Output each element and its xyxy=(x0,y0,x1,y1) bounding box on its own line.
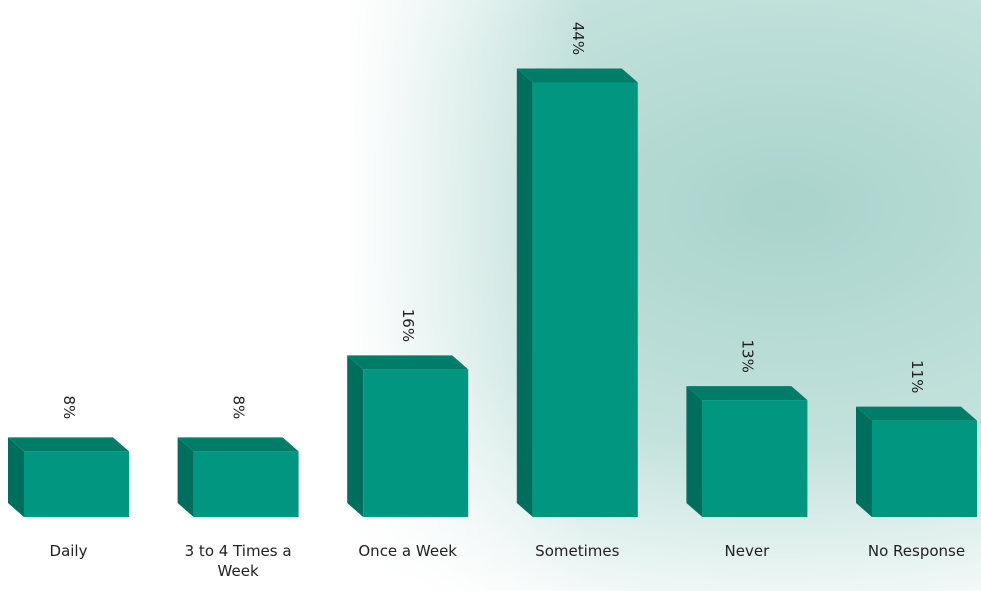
x-tick-label: 3 to 4 Times a Week xyxy=(173,541,303,581)
bar-top xyxy=(178,437,299,451)
bar-side xyxy=(856,407,872,517)
bar-front xyxy=(363,369,468,517)
bar-top xyxy=(686,386,807,400)
background-fade xyxy=(0,0,981,591)
x-tick-label: Daily xyxy=(4,541,134,561)
bar-side xyxy=(347,355,363,517)
bar-front xyxy=(702,400,807,517)
bar-top xyxy=(8,437,129,451)
bar-front xyxy=(533,82,638,517)
bar-side xyxy=(517,68,533,517)
chart: 8% 8% 16% 44% 13% 11% Daily 3 to 4 Times a Wee… xyxy=(0,0,981,591)
bar-front xyxy=(872,421,977,517)
x-tick-label: No Response xyxy=(852,541,981,561)
value-label: 16% xyxy=(399,309,417,342)
bar xyxy=(686,386,807,517)
value-label: 11% xyxy=(908,360,926,393)
chart-canvas: 8% 8% 16% 44% 13% 11% xyxy=(0,0,981,591)
bar xyxy=(178,437,299,517)
value-label: 8% xyxy=(60,396,78,420)
value-label: 8% xyxy=(230,396,248,420)
bar-front xyxy=(24,451,129,517)
bar-side xyxy=(178,437,194,517)
x-tick-label: Once a Week xyxy=(343,541,473,561)
x-tick-label: Sometimes xyxy=(512,541,642,561)
bar-front xyxy=(194,451,299,517)
value-label: 13% xyxy=(738,340,756,373)
bar-top xyxy=(856,407,977,421)
bar xyxy=(517,68,638,517)
x-tick-label: Never xyxy=(682,541,812,561)
bar xyxy=(8,437,129,517)
bar xyxy=(347,355,468,517)
bar-top xyxy=(517,68,638,82)
value-label: 44% xyxy=(569,22,587,55)
bar xyxy=(856,407,977,517)
bar-side xyxy=(686,386,702,517)
bar-top xyxy=(347,355,468,369)
bar-side xyxy=(8,437,24,517)
